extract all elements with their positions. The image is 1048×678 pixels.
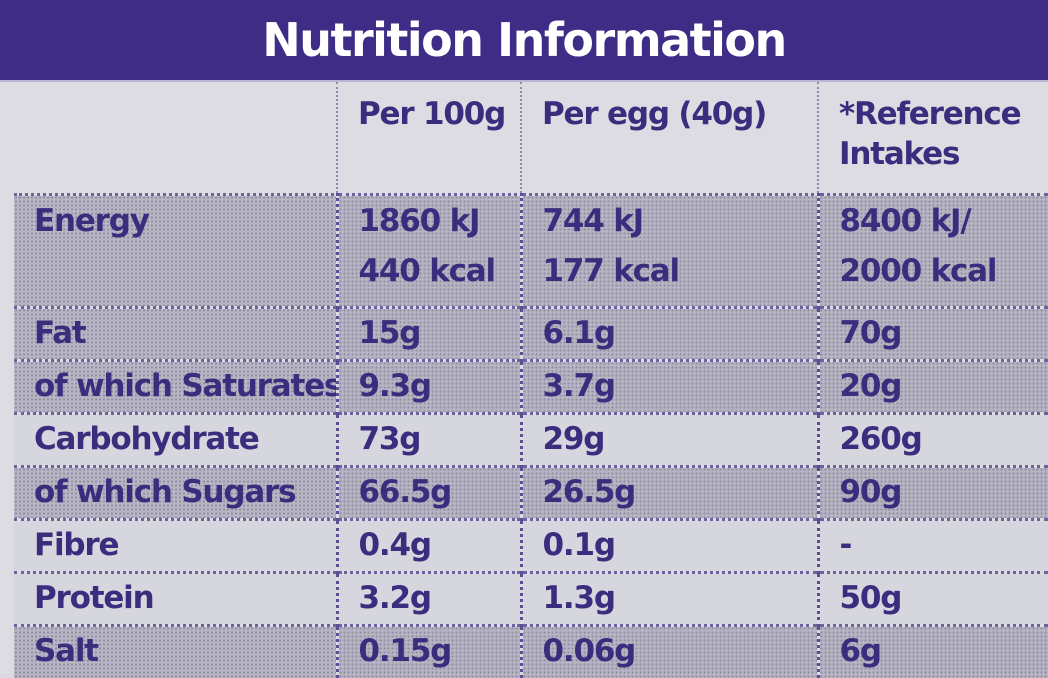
row-label: Fat xyxy=(14,307,337,360)
row-per-100g: 0.15g xyxy=(337,625,521,678)
row-reference: 260g xyxy=(818,413,1048,466)
header-per-egg: Per egg (40g) xyxy=(521,82,818,194)
row-per-egg: 26.5g xyxy=(521,466,818,519)
table-row-fibre: Fibre 0.4g 0.1g - xyxy=(14,519,1048,572)
row-per-egg: 1.3g xyxy=(521,572,818,625)
energy-label: Energy xyxy=(14,194,337,307)
table-row-protein: Protein 3.2g 1.3g 50g xyxy=(14,572,1048,625)
energy-per-egg-kj: 744 kJ xyxy=(543,196,817,246)
energy-per-100g: 1860 kJ 440 kcal xyxy=(337,194,521,307)
row-per-egg: 3.7g xyxy=(521,360,818,413)
row-per-egg: 0.1g xyxy=(521,519,818,572)
table-row-salt: Salt 0.15g 0.06g 6g xyxy=(14,625,1048,678)
table-header-row: Per 100g Per egg (40g) *Reference Intake… xyxy=(14,82,1048,194)
row-reference: 6g xyxy=(818,625,1048,678)
energy-reference-kcal: 2000 kcal xyxy=(840,246,1048,296)
table-row-sugars: of which Sugars 66.5g 26.5g 90g xyxy=(14,466,1048,519)
table-row-energy: Energy 1860 kJ 440 kcal 744 kJ 177 kcal … xyxy=(14,194,1048,307)
title-bar: Nutrition Information xyxy=(0,0,1048,82)
header-nutrient xyxy=(14,82,337,194)
row-label: Fibre xyxy=(14,519,337,572)
header-reference-intakes: *Reference Intakes xyxy=(818,82,1048,194)
row-per-100g: 15g xyxy=(337,307,521,360)
header-reference-line-1: *Reference xyxy=(839,94,1048,134)
row-label: Carbohydrate xyxy=(14,413,337,466)
row-label: of which Sugars xyxy=(14,466,337,519)
row-per-egg: 0.06g xyxy=(521,625,818,678)
table-row-fat: Fat 15g 6.1g 70g xyxy=(14,307,1048,360)
panel-title: Nutrition Information xyxy=(262,13,786,67)
row-reference: 50g xyxy=(818,572,1048,625)
nutrition-table: Per 100g Per egg (40g) *Reference Intake… xyxy=(14,82,1048,678)
table-row-carbohydrate: Carbohydrate 73g 29g 260g xyxy=(14,413,1048,466)
row-reference: - xyxy=(818,519,1048,572)
row-per-100g: 0.4g xyxy=(337,519,521,572)
row-label: Protein xyxy=(14,572,337,625)
header-per-100g: Per 100g xyxy=(337,82,521,194)
row-reference: 90g xyxy=(818,466,1048,519)
energy-per-100g-kcal: 440 kcal xyxy=(359,246,520,296)
table-row-saturates: of which Saturates 9.3g 3.7g 20g xyxy=(14,360,1048,413)
row-per-egg: 6.1g xyxy=(521,307,818,360)
energy-per-egg: 744 kJ 177 kcal xyxy=(521,194,818,307)
energy-reference: 8400 kJ/ 2000 kcal xyxy=(818,194,1048,307)
row-per-100g: 66.5g xyxy=(337,466,521,519)
energy-reference-kj: 8400 kJ/ xyxy=(840,196,1048,246)
energy-per-egg-kcal: 177 kcal xyxy=(543,246,817,296)
row-per-egg: 29g xyxy=(521,413,818,466)
row-reference: 20g xyxy=(818,360,1048,413)
row-label: of which Saturates xyxy=(14,360,337,413)
row-label: Salt xyxy=(14,625,337,678)
header-reference-line-2: Intakes xyxy=(839,134,1048,174)
row-per-100g: 9.3g xyxy=(337,360,521,413)
row-reference: 70g xyxy=(818,307,1048,360)
row-per-100g: 73g xyxy=(337,413,521,466)
row-per-100g: 3.2g xyxy=(337,572,521,625)
energy-per-100g-kj: 1860 kJ xyxy=(359,196,520,246)
